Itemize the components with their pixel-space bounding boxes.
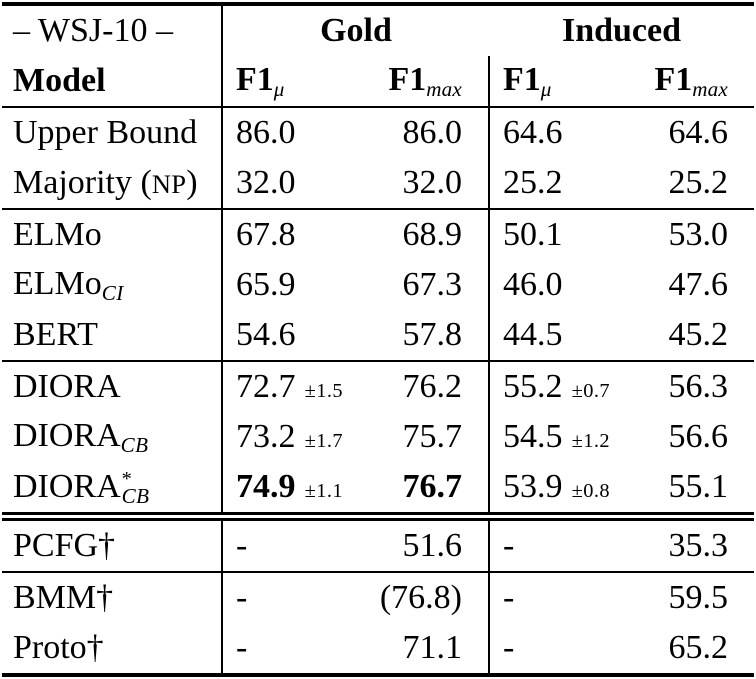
induced-f1mu-cell: - bbox=[488, 572, 639, 623]
gold-f1max-cell: 71.1 bbox=[402, 629, 463, 666]
induced-f1max-cell: 55.1 bbox=[668, 468, 729, 505]
stddev-annotation: ±1.1 bbox=[304, 480, 343, 502]
table-row-upper-bound: Upper Bound 86.0 86.0 64.6 64.6 bbox=[2, 107, 754, 158]
induced-f1mu-cell: 55.2 ±0.7 bbox=[488, 361, 639, 412]
induced-f1max-cell: 45.2 bbox=[668, 316, 729, 353]
model-cell: ELMoCI bbox=[13, 264, 124, 305]
table-row-pcfg: PCFG† - 51.6 - 35.3 bbox=[2, 516, 754, 572]
gold-f1mu-cell: - bbox=[221, 516, 372, 572]
induced-f1max-cell: 56.6 bbox=[668, 418, 729, 455]
table-row-diora: DIORA 72.7 ±1.5 76.2 55.2 ±0.7 56.3 bbox=[2, 361, 754, 412]
induced-f1max-cell: 59.5 bbox=[668, 579, 729, 616]
gold-f1mu-cell: 72.7 ±1.5 bbox=[221, 361, 372, 412]
table-row-bmm: BMM† - (76.8) - 59.5 bbox=[2, 572, 754, 623]
induced-f1max-cell: 25.2 bbox=[668, 164, 729, 201]
dataset-text: – WSJ-10 – bbox=[13, 12, 173, 49]
model-cell: BMM† bbox=[13, 579, 114, 616]
induced-f1mu-header: F1μ bbox=[488, 56, 639, 107]
model-cell: BERT bbox=[13, 316, 98, 353]
induced-group-header: Induced bbox=[489, 4, 754, 56]
induced-f1mu-cell: 46.0 bbox=[488, 260, 639, 310]
gold-f1max-cell: 32.0 bbox=[402, 164, 463, 201]
dataset-label: – WSJ-10 – bbox=[2, 4, 222, 56]
sup-sub-stack: * CB bbox=[121, 467, 150, 508]
table-row-diora-cb: DIORACB 73.2 ±1.7 75.7 54.5 ±1.2 56.6 bbox=[2, 412, 754, 462]
gold-f1max-header: F1max bbox=[388, 60, 462, 101]
stddev-annotation: ±0.8 bbox=[571, 480, 610, 502]
gold-f1mu-cell: 73.2 ±1.7 bbox=[221, 412, 372, 462]
model-cell: Proto† bbox=[13, 629, 104, 666]
table-row-majority: Majority (NP) 32.0 32.0 25.2 25.2 bbox=[2, 158, 754, 209]
gold-f1mu-cell: - bbox=[221, 623, 372, 675]
gold-f1mu-cell: 65.9 bbox=[221, 260, 372, 310]
model-column-header: Model bbox=[2, 56, 222, 107]
table-row-elmo: ELMo 67.8 68.9 50.1 53.0 bbox=[2, 209, 754, 260]
table-row-elmo-ci: ELMoCI 65.9 67.3 46.0 47.6 bbox=[2, 260, 754, 310]
stddev-annotation: ±1.7 bbox=[304, 430, 343, 452]
induced-f1max-cell: 47.6 bbox=[668, 266, 729, 303]
gold-f1max-cell: 76.7 bbox=[402, 468, 463, 505]
gold-f1mu-cell: 86.0 bbox=[221, 107, 372, 158]
induced-group-label: Induced bbox=[561, 12, 682, 49]
section-diora: DIORA 72.7 ±1.5 76.2 55.2 ±0.7 56.3 DIORAC… bbox=[2, 361, 754, 517]
stddev-annotation: ±1.5 bbox=[304, 380, 343, 402]
induced-f1max-cell: 35.3 bbox=[668, 527, 729, 564]
header-columns-row: Model F1μ F1max F1μ F1max bbox=[2, 56, 754, 107]
stddev-annotation: ±1.2 bbox=[571, 430, 610, 452]
gold-f1max-cell: 76.2 bbox=[402, 368, 463, 405]
induced-f1mu-cell: 50.1 bbox=[488, 209, 639, 260]
model-cell: Majority (NP) bbox=[13, 164, 198, 201]
header-group-row: – WSJ-10 – Gold Induced bbox=[2, 4, 754, 56]
gold-f1max-cell: 51.6 bbox=[402, 527, 463, 564]
model-cell: PCFG† bbox=[13, 527, 116, 564]
table-row-diora-cb-star: DIORA * CB 74.9 ±1.1 76.7 53.9 ±0.8 55.1 bbox=[2, 462, 754, 517]
induced-f1mu-cell: 25.2 bbox=[488, 158, 639, 209]
induced-f1max-cell: 65.2 bbox=[668, 629, 729, 666]
induced-f1mu-cell: 54.5 ±1.2 bbox=[488, 412, 639, 462]
model-cell: DIORA * CB bbox=[13, 467, 150, 508]
gold-f1max-cell: 68.9 bbox=[402, 216, 463, 253]
gold-f1max-cell: 86.0 bbox=[402, 114, 463, 151]
stddev-annotation: ±0.7 bbox=[571, 380, 610, 402]
gold-f1mu-cell: 67.8 bbox=[221, 209, 372, 260]
gold-f1mu-cell: 74.9 ±1.1 bbox=[221, 462, 372, 517]
model-cell: ELMo bbox=[13, 216, 102, 253]
table-row-proto: Proto† - 71.1 - 65.2 bbox=[2, 623, 754, 675]
induced-f1mu-cell: 44.5 bbox=[488, 310, 639, 361]
gold-f1mu-cell: 54.6 bbox=[221, 310, 372, 361]
gold-f1max-cell: 67.3 bbox=[402, 266, 463, 303]
induced-f1mu-cell: - bbox=[488, 516, 639, 572]
induced-f1mu-cell: 64.6 bbox=[488, 107, 639, 158]
table-row-bert: BERT 54.6 57.8 44.5 45.2 bbox=[2, 310, 754, 361]
model-cell: DIORACB bbox=[13, 416, 149, 457]
induced-f1mu-cell: 53.9 ±0.8 bbox=[488, 462, 639, 517]
table-header: – WSJ-10 – Gold Induced Model F1μ F1max … bbox=[2, 4, 754, 107]
induced-f1max-cell: 53.0 bbox=[668, 216, 729, 253]
induced-f1mu-cell: - bbox=[488, 623, 639, 675]
gold-f1max-cell: 57.8 bbox=[402, 316, 463, 353]
gold-f1max-cell: 75.7 bbox=[402, 418, 463, 455]
gold-f1mu-header: F1μ bbox=[221, 56, 372, 107]
gold-f1mu-cell: 32.0 bbox=[221, 158, 372, 209]
model-cell: DIORA bbox=[13, 368, 121, 405]
section-pretrained: ELMo 67.8 68.9 50.1 53.0 ELMoCI 65.9 67.… bbox=[2, 209, 754, 361]
gold-group-header: Gold bbox=[221, 4, 489, 56]
induced-f1max-cell: 56.3 bbox=[668, 368, 729, 405]
gold-group-label: Gold bbox=[320, 12, 392, 49]
model-cell: Upper Bound bbox=[13, 114, 198, 151]
gold-f1max-cell: (76.8) bbox=[379, 579, 462, 616]
induced-f1max-cell: 64.6 bbox=[668, 114, 729, 151]
gold-f1mu-cell: - bbox=[221, 572, 372, 623]
section-baselines: Upper Bound 86.0 86.0 64.6 64.6 Majority… bbox=[2, 107, 754, 209]
section-pcfg: PCFG† - 51.6 - 35.3 bbox=[2, 516, 754, 572]
induced-f1max-header: F1max bbox=[654, 60, 728, 101]
model-header-label: Model bbox=[13, 62, 106, 99]
star-superscript: * bbox=[121, 467, 132, 490]
section-baseline-systems: BMM† - (76.8) - 59.5 Proto† - 71.1 - 65.… bbox=[2, 572, 754, 675]
